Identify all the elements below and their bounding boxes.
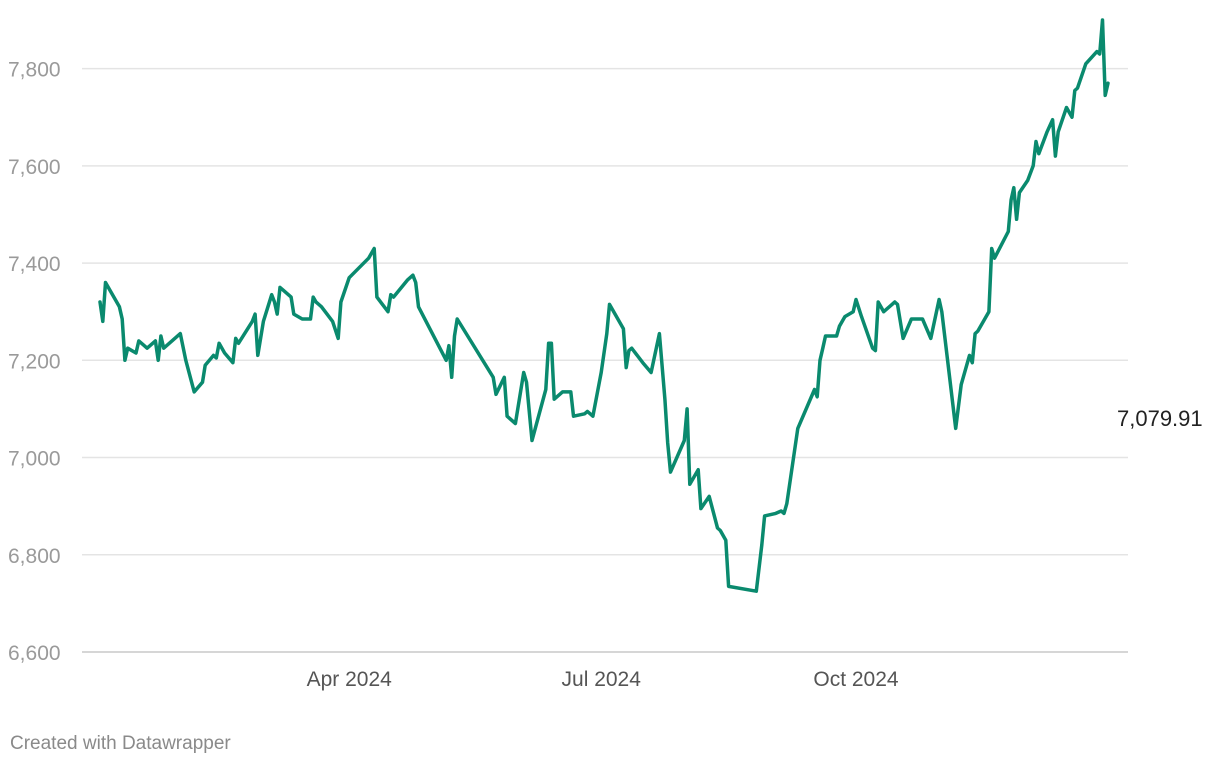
y-tick-label: 7,600 — [8, 156, 61, 179]
end-value-label: 7,079.91 — [1117, 406, 1203, 431]
y-axis-tick-labels: 6,600 6,800 7,000 7,200 7,400 7,600 7,800 — [8, 59, 61, 665]
y-tick-label: 7,400 — [8, 253, 61, 276]
end-label-layer: 7,079.91 — [1117, 406, 1203, 431]
x-axis-tick-labels: Apr 2024 Jul 2024 Oct 2024 — [307, 668, 899, 691]
x-tick-label: Oct 2024 — [813, 668, 899, 691]
gridlines — [82, 67, 1128, 653]
y-tick-label: 7,800 — [8, 59, 61, 82]
series-line — [98, 18, 1110, 593]
footer-credit: Created with Datawrapper — [10, 733, 231, 754]
x-tick-label: Jul 2024 — [562, 668, 642, 691]
y-tick-label: 7,000 — [8, 448, 61, 471]
y-tick-label: 6,800 — [8, 545, 61, 568]
y-tick-label: 6,600 — [8, 642, 61, 665]
x-tick-label: Apr 2024 — [307, 668, 393, 691]
series-layer — [98, 18, 1110, 593]
y-tick-label: 7,200 — [8, 350, 61, 373]
